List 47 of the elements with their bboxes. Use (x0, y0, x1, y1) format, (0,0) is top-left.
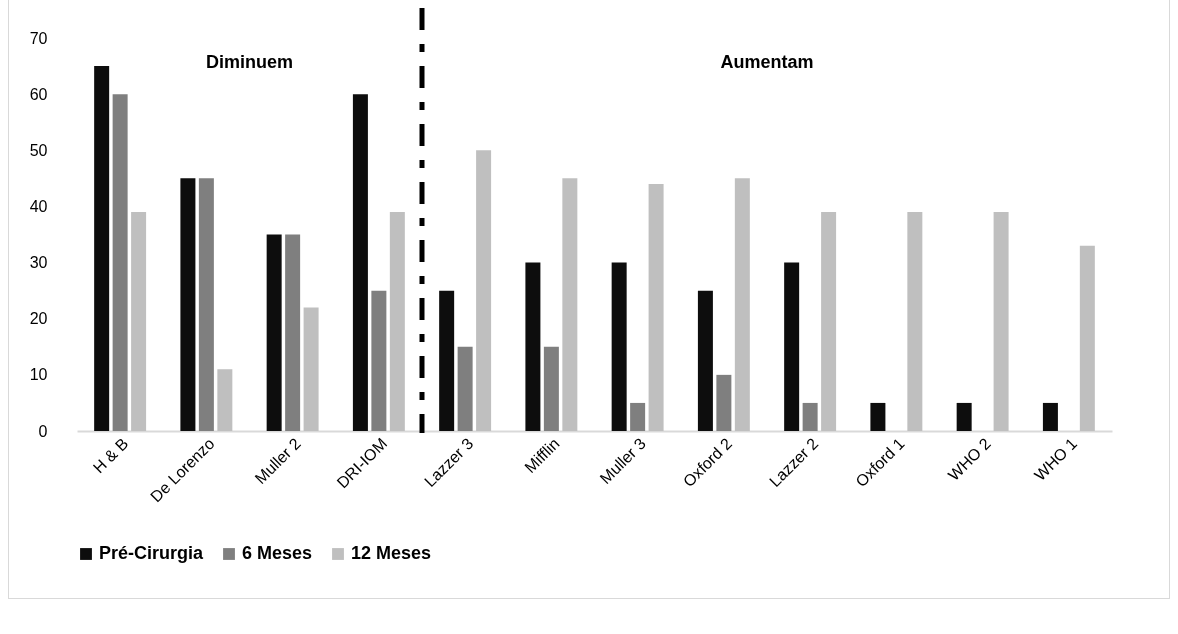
y-tick-label: 20 (29, 310, 48, 328)
legend-label: 6 Meses (242, 543, 313, 563)
bar (648, 183, 664, 431)
y-tick-label: 50 (29, 141, 48, 159)
bar (198, 178, 214, 431)
bar (352, 94, 368, 431)
bar (802, 402, 818, 431)
bar (525, 262, 541, 431)
bar (131, 212, 147, 431)
bar (697, 290, 713, 431)
bar (303, 307, 319, 431)
bar (371, 290, 387, 431)
bar (734, 178, 750, 431)
bar (94, 66, 110, 431)
bar (180, 178, 196, 431)
bar (907, 212, 923, 431)
bar (389, 212, 405, 431)
bar (439, 290, 455, 431)
bar (716, 374, 732, 431)
bar (562, 178, 578, 431)
bar (285, 234, 301, 431)
y-tick-label: 0 (38, 422, 48, 440)
y-tick-label: 10 (29, 366, 48, 384)
y-tick-label: 60 (29, 85, 48, 103)
bar (611, 262, 627, 431)
bar (993, 212, 1009, 431)
x-tick-label: H & B (89, 434, 132, 477)
bar (630, 402, 646, 431)
bar (266, 234, 282, 431)
annotation: Diminuem (205, 52, 294, 72)
bar (543, 346, 559, 431)
y-tick-label: 70 (29, 29, 48, 47)
bar (784, 262, 800, 431)
bar (870, 402, 886, 431)
bar (1042, 402, 1058, 431)
bar (821, 212, 837, 431)
bar (217, 369, 233, 431)
legend-label: Pré-Cirurgia (99, 543, 205, 563)
bar (476, 150, 492, 431)
bar (457, 346, 473, 431)
legend-label: 12 Meses (351, 543, 432, 563)
y-tick-label: 40 (29, 197, 48, 215)
bar (1079, 245, 1095, 431)
annotation: Aumentam (720, 52, 814, 72)
y-tick-label: 30 (29, 254, 48, 272)
bar (112, 94, 128, 431)
bar (956, 402, 972, 431)
